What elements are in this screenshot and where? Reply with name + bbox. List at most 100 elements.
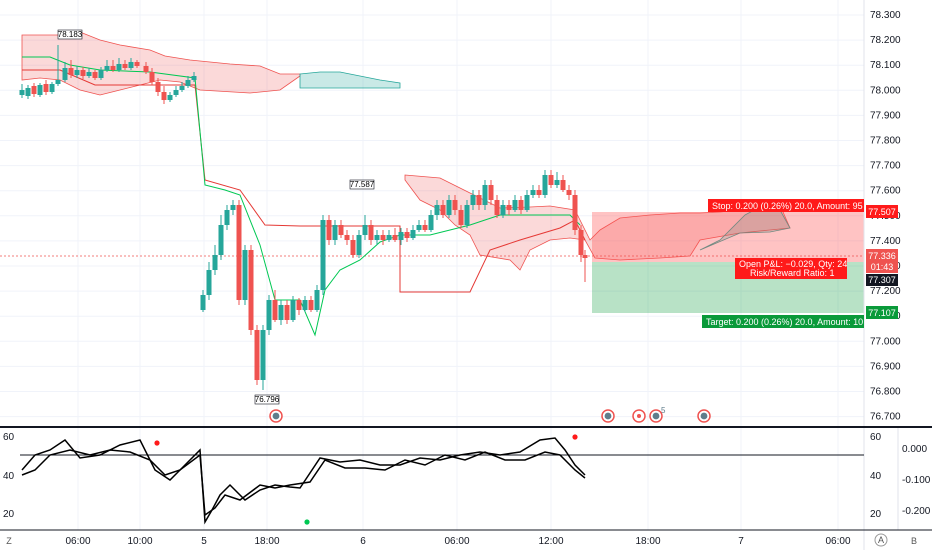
- candle-body[interactable]: [254, 330, 260, 380]
- candle-body[interactable]: [338, 225, 344, 235]
- candle-body[interactable]: [242, 250, 248, 300]
- candle-body[interactable]: [185, 80, 191, 86]
- candle-body[interactable]: [320, 220, 326, 290]
- candle-body[interactable]: [446, 200, 452, 215]
- osc-axes[interactable]: 60 60 40 40 20 20 0.000 -0.100 -0.200: [3, 428, 931, 530]
- candle-body[interactable]: [392, 235, 398, 240]
- log-scale-button[interactable]: B: [911, 536, 917, 546]
- candle-body[interactable]: [548, 175, 554, 185]
- candle-body[interactable]: [173, 90, 179, 95]
- candle-body[interactable]: [536, 190, 542, 195]
- candle-body[interactable]: [248, 250, 254, 330]
- candle-body[interactable]: [560, 180, 566, 190]
- candle-body[interactable]: [464, 205, 470, 225]
- candle-body[interactable]: [476, 195, 482, 205]
- candle-body[interactable]: [530, 190, 536, 195]
- candle-body[interactable]: [37, 85, 43, 95]
- candle-body[interactable]: [122, 64, 128, 68]
- candle-body[interactable]: [236, 205, 242, 300]
- candle-body[interactable]: [134, 62, 140, 66]
- candle-body[interactable]: [398, 232, 404, 240]
- candle-body[interactable]: [482, 185, 488, 205]
- event-icon-group[interactable]: 5: [649, 406, 666, 423]
- candle-body[interactable]: [494, 200, 500, 215]
- candle-body[interactable]: [428, 215, 434, 230]
- candle-body[interactable]: [110, 66, 116, 70]
- candle-body[interactable]: [518, 200, 524, 210]
- pane-separator[interactable]: [0, 426, 932, 428]
- candle-body[interactable]: [167, 95, 173, 100]
- candle-body[interactable]: [572, 195, 578, 230]
- candle-body[interactable]: [308, 300, 314, 310]
- candle-body[interactable]: [488, 185, 494, 200]
- auto-scale-button[interactable]: A: [874, 533, 888, 547]
- candle-body[interactable]: [512, 200, 518, 210]
- candle-body[interactable]: [62, 68, 68, 80]
- candle-body[interactable]: [92, 72, 98, 78]
- candle-body[interactable]: [290, 300, 296, 320]
- candle-body[interactable]: [566, 190, 572, 195]
- stop-zone[interactable]: [592, 212, 864, 262]
- zoom-button[interactable]: Z: [6, 536, 12, 546]
- candle-body[interactable]: [314, 290, 320, 310]
- candle-body[interactable]: [284, 305, 290, 320]
- event-icon[interactable]: [601, 409, 615, 423]
- candle-body[interactable]: [506, 205, 512, 210]
- candle-body[interactable]: [404, 232, 410, 238]
- candle-body[interactable]: [524, 195, 530, 210]
- candle-body[interactable]: [55, 80, 61, 84]
- candle-body[interactable]: [80, 70, 86, 76]
- event-icon[interactable]: [269, 409, 283, 423]
- candle-body[interactable]: [155, 82, 161, 92]
- pnl-label[interactable]: Open P&L: −0.029, Qty: 24 Risk/Reward Ra…: [735, 258, 847, 279]
- candle-body[interactable]: [362, 225, 368, 235]
- candle-body[interactable]: [128, 62, 134, 68]
- candle-body[interactable]: [458, 210, 464, 225]
- candle-body[interactable]: [582, 255, 588, 258]
- candle-body[interactable]: [266, 300, 272, 330]
- candle-body[interactable]: [25, 88, 31, 96]
- candle-body[interactable]: [104, 66, 110, 70]
- candle-body[interactable]: [422, 225, 428, 230]
- candle-body[interactable]: [326, 220, 332, 240]
- candle-body[interactable]: [344, 235, 350, 240]
- candles-group[interactable]: [19, 45, 588, 390]
- candle-body[interactable]: [149, 72, 155, 82]
- candle-body[interactable]: [191, 76, 197, 80]
- candle-body[interactable]: [386, 235, 392, 240]
- candle-body[interactable]: [302, 300, 308, 310]
- candle-body[interactable]: [224, 210, 230, 225]
- candle-body[interactable]: [470, 195, 476, 205]
- event-icon[interactable]: [632, 409, 646, 423]
- candle-body[interactable]: [260, 330, 266, 380]
- candle-body[interactable]: [356, 235, 362, 255]
- candle-body[interactable]: [380, 235, 386, 240]
- candle-body[interactable]: [212, 255, 218, 270]
- candle-body[interactable]: [440, 205, 446, 215]
- candle-body[interactable]: [434, 205, 440, 215]
- candle-body[interactable]: [179, 86, 185, 90]
- candle-body[interactable]: [68, 68, 74, 75]
- candle-body[interactable]: [500, 205, 506, 215]
- candle-body[interactable]: [218, 225, 224, 255]
- candle-body[interactable]: [206, 270, 212, 295]
- candle-body[interactable]: [374, 235, 380, 240]
- candle-body[interactable]: [272, 300, 278, 320]
- candle-body[interactable]: [332, 225, 338, 240]
- candle-body[interactable]: [350, 240, 356, 255]
- candle-body[interactable]: [542, 175, 548, 195]
- candle-body[interactable]: [143, 66, 149, 72]
- candle-body[interactable]: [31, 86, 37, 94]
- candle-body[interactable]: [578, 230, 584, 255]
- candle-body[interactable]: [116, 64, 122, 70]
- candle-body[interactable]: [98, 70, 104, 78]
- candle-body[interactable]: [49, 84, 55, 92]
- candle-body[interactable]: [416, 225, 422, 230]
- candle-body[interactable]: [19, 90, 25, 95]
- candle-body[interactable]: [74, 70, 80, 75]
- candle-body[interactable]: [230, 205, 236, 210]
- time-axis[interactable]: 06:00 10:00 5 18:00 6 06:00 12:00 18:00 7 06:00: [65, 536, 850, 547]
- candle-body[interactable]: [296, 300, 302, 310]
